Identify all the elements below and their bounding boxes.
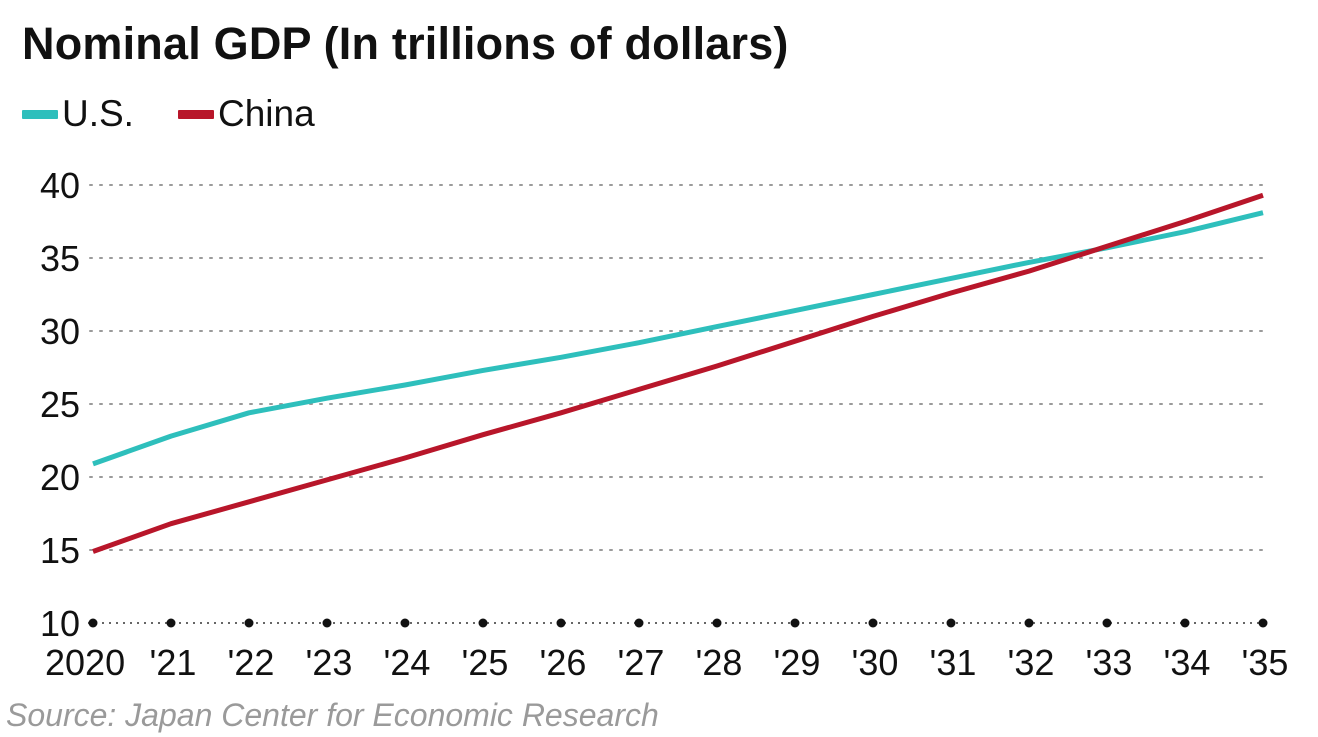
legend-item-us: U.S. <box>22 93 134 135</box>
x-tick-dot <box>790 618 800 628</box>
x-tick-dot <box>946 618 956 628</box>
x-tick-label: '30 <box>852 642 899 683</box>
x-tick-dot <box>1180 618 1190 628</box>
x-tick-label: '33 <box>1086 642 1133 683</box>
x-tick-dot <box>244 618 254 628</box>
y-tick-label-25: 25 <box>40 384 80 425</box>
x-tick-label: '25 <box>462 642 509 683</box>
x-tick-label: '29 <box>774 642 821 683</box>
legend-swatch-us <box>22 109 58 119</box>
x-tick-label: '28 <box>696 642 743 683</box>
x-tick-label: '31 <box>930 642 977 683</box>
x-tick-dot <box>556 618 566 628</box>
x-tick-label: '21 <box>150 642 197 683</box>
x-tick-dot <box>1024 618 1034 628</box>
legend-label-china: China <box>217 93 315 134</box>
x-tick-label: '26 <box>540 642 587 683</box>
x-tick-dot <box>322 618 332 628</box>
legend-swatch-china <box>177 109 214 119</box>
source-note: Source: Japan Center for Economic Resear… <box>6 697 659 733</box>
x-tick-label: '27 <box>618 642 665 683</box>
chart-title: Nominal GDP (In trillions of dollars) <box>22 18 789 69</box>
x-tick-dot <box>712 618 722 628</box>
x-tick-label: 2020 <box>45 642 125 683</box>
series-line-china <box>92 192 1264 554</box>
x-tick-dot <box>478 618 488 628</box>
series-line-us <box>92 210 1264 467</box>
x-tick-label: '35 <box>1242 642 1289 683</box>
x-tick-label: '32 <box>1008 642 1055 683</box>
x-tick-dot <box>1258 618 1268 628</box>
x-tick-label: '24 <box>384 642 431 683</box>
y-tick-label-15: 15 <box>40 530 80 571</box>
y-tick-label-35: 35 <box>40 238 80 279</box>
y-tick-label-40: 40 <box>40 165 80 206</box>
y-tick-label-30: 30 <box>40 311 80 352</box>
x-tick-dot <box>868 618 878 628</box>
x-tick-dot <box>1102 618 1112 628</box>
y-tick-label-10: 10 <box>40 603 80 644</box>
x-tick-dot <box>400 618 410 628</box>
x-tick-dot <box>634 618 644 628</box>
x-tick-dot <box>166 618 176 628</box>
legend-label-us: U.S. <box>62 93 134 134</box>
legend-item-china: China <box>177 93 315 135</box>
x-tick-label: '34 <box>1164 642 1211 683</box>
y-tick-label-20: 20 <box>40 457 80 498</box>
legend: U.S. China <box>22 93 359 135</box>
x-tick-label: '22 <box>228 642 275 683</box>
x-tick-label: '23 <box>306 642 353 683</box>
x-tick-dot <box>88 618 98 628</box>
